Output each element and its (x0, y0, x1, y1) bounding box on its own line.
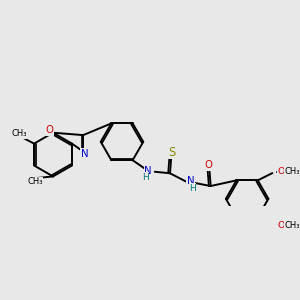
Text: O: O (277, 221, 284, 230)
Text: CH₃: CH₃ (27, 177, 43, 186)
Text: CH₃: CH₃ (11, 129, 27, 138)
Text: CH₃: CH₃ (285, 221, 300, 230)
Text: S: S (169, 146, 176, 158)
Text: H: H (189, 184, 196, 193)
Text: O: O (45, 125, 53, 135)
Text: N: N (187, 176, 194, 186)
Text: H: H (142, 173, 148, 182)
Text: N: N (81, 149, 88, 159)
Text: CH₃: CH₃ (285, 167, 300, 176)
Text: O: O (205, 160, 213, 170)
Text: N: N (144, 166, 152, 176)
Text: O: O (277, 167, 284, 176)
